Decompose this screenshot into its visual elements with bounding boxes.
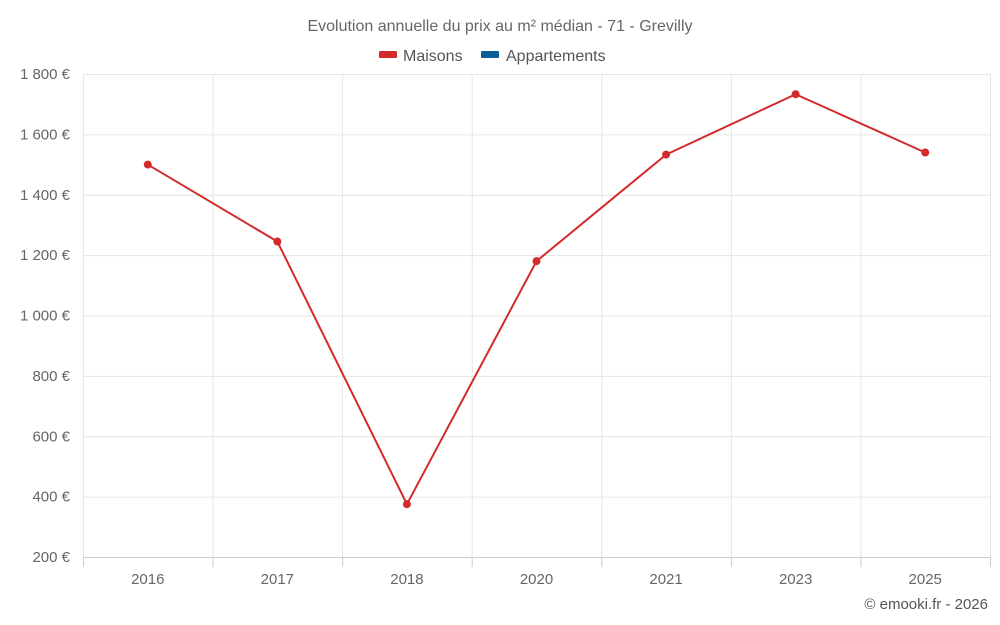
x-tick-label: 2018 (390, 571, 423, 588)
x-tick-label: 2025 (909, 571, 942, 588)
data-point-maisons[interactable] (791, 90, 800, 99)
x-tick-label: 2023 (779, 571, 812, 588)
credit: © emooki.fr - 2026 (864, 596, 988, 613)
data-point-maisons[interactable] (273, 237, 282, 246)
x-tick-label: 2016 (131, 571, 164, 588)
y-axis-ticks: 1 800 € 1 600 € 1 400 € 1 200 € 1 000 € 800 €… (20, 66, 71, 566)
x-tick-label: 2020 (520, 571, 553, 588)
y-tick-label: 600 € (32, 428, 70, 445)
chart-title: Evolution annuelle du prix au m² médian … (307, 18, 692, 35)
grid (83, 74, 991, 557)
y-tick-label: 1 600 € (20, 126, 71, 143)
x-tick-label: 2017 (261, 571, 294, 588)
y-tick-label: 1 200 € (20, 247, 71, 264)
legend-item-maisons[interactable]: Maisons (379, 48, 463, 65)
data-point-maisons[interactable] (532, 257, 541, 266)
y-tick-label: 800 € (32, 368, 70, 385)
y-tick-label: 1 000 € (20, 308, 71, 325)
legend-label-maisons: Maisons (403, 48, 463, 65)
y-tick-label: 200 € (32, 549, 70, 566)
data-point-maisons[interactable] (662, 150, 671, 159)
legend-swatch-appartements (481, 51, 499, 58)
y-tick-label: 1 400 € (20, 187, 71, 204)
data-point-maisons[interactable] (921, 148, 930, 157)
y-tick-label: 400 € (32, 489, 70, 506)
x-tick-label: 2021 (649, 571, 682, 588)
series (143, 90, 930, 509)
data-point-maisons[interactable] (143, 160, 152, 169)
legend-item-appartements[interactable]: Appartements (481, 48, 606, 65)
legend: Maisons Appartements (379, 48, 606, 65)
data-point-maisons[interactable] (402, 500, 411, 509)
y-tick-label: 1 800 € (20, 66, 71, 83)
legend-swatch-maisons (379, 51, 397, 58)
series-line-maisons (147, 93, 926, 506)
legend-label-appartements: Appartements (506, 48, 606, 65)
x-axis-ticks: 2016 2017 2018 2020 2021 2023 2025 (83, 557, 991, 588)
